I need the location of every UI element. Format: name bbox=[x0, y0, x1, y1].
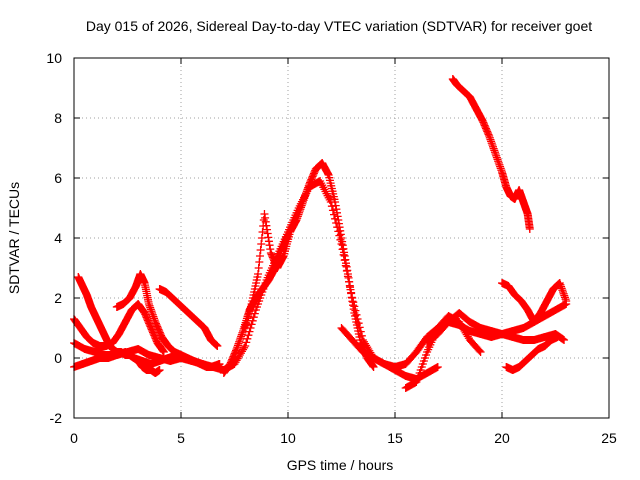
data-point-markers bbox=[502, 333, 562, 374]
data-point-markers bbox=[337, 300, 571, 371]
series-sat-j bbox=[423, 309, 569, 347]
data-point-markers bbox=[448, 75, 534, 233]
y-tick-label: 2 bbox=[54, 290, 62, 306]
y-tick-label: 4 bbox=[54, 230, 62, 246]
y-axis-label: SDTVAR / TECUs bbox=[6, 182, 22, 294]
chart-title: Day 015 of 2026, Sidereal Day-to-day VTE… bbox=[86, 18, 592, 34]
axis-ticks: 0 5 10 15 20 25 -2 0 2 4 6 8 10 bbox=[46, 50, 617, 446]
data-point-markers bbox=[498, 279, 571, 326]
series-sat-h bbox=[337, 300, 571, 371]
data-point-markers bbox=[112, 270, 224, 371]
y-tick-label: 8 bbox=[54, 110, 62, 126]
series-sat-k bbox=[448, 75, 534, 233]
data-points bbox=[70, 75, 571, 392]
series-sat-f bbox=[155, 285, 222, 350]
x-tick-label: 10 bbox=[280, 430, 296, 446]
data-point-markers bbox=[401, 312, 485, 392]
series-sat-m bbox=[502, 333, 562, 374]
series-sat-i bbox=[401, 312, 485, 392]
x-tick-label: 25 bbox=[601, 430, 617, 446]
data-point-markers bbox=[155, 285, 222, 350]
x-tick-label: 20 bbox=[494, 430, 510, 446]
series-sat-e bbox=[112, 270, 224, 371]
series-sat-l bbox=[498, 279, 571, 326]
y-tick-label: -2 bbox=[50, 410, 63, 426]
x-axis-label: GPS time / hours bbox=[287, 457, 394, 473]
data-point-markers bbox=[423, 309, 569, 347]
y-tick-label: 10 bbox=[46, 50, 62, 66]
data-point-markers bbox=[241, 159, 378, 371]
x-tick-label: 0 bbox=[70, 430, 78, 446]
y-tick-label: 6 bbox=[54, 170, 62, 186]
x-tick-label: 15 bbox=[387, 430, 403, 446]
series-sat-n bbox=[219, 231, 292, 377]
series-sat-g bbox=[241, 159, 378, 371]
y-tick-label: 0 bbox=[54, 350, 62, 366]
x-tick-label: 5 bbox=[177, 430, 185, 446]
data-point-markers bbox=[219, 231, 292, 377]
